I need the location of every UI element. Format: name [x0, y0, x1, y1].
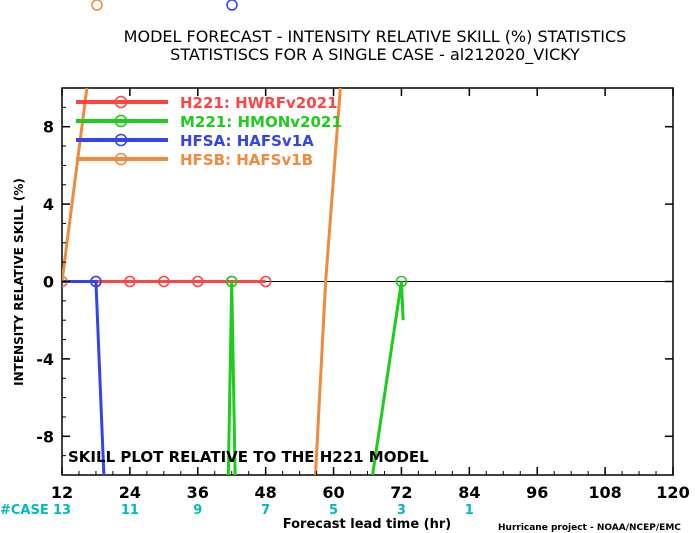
series-line-m221-1	[371, 281, 405, 475]
legend-label: M221: HMONv2021	[180, 113, 342, 131]
series-point-h221	[158, 275, 170, 288]
legend-marker	[114, 114, 128, 128]
legend-marker	[114, 133, 128, 147]
series-line-m221-0	[226, 281, 237, 475]
x-tick-label: 120	[656, 483, 689, 502]
x-tick-label: 12	[51, 483, 73, 502]
series-point-h221	[259, 275, 272, 288]
series-point-h221	[191, 275, 204, 288]
chart-title-line2: STATISTISCS FOR A SINGLE CASE - al212020…	[170, 45, 580, 65]
case-count: 1	[465, 503, 474, 518]
case-count: 7	[261, 503, 270, 518]
x-tick-label: 36	[187, 483, 209, 502]
chart-title-line1: MODEL FORECAST - INTENSITY RELATIVE SKIL…	[124, 27, 627, 46]
series-point-h221	[124, 275, 136, 288]
y-tick-label: 8	[43, 118, 54, 137]
series-point-hfsa	[90, 275, 102, 288]
top-marker	[226, 0, 238, 11]
top-marker	[91, 0, 103, 11]
y-tick-label: -8	[36, 427, 54, 446]
y-tick-label: 4	[43, 195, 54, 214]
x-tick-label: 72	[390, 483, 412, 502]
case-count: 13	[53, 503, 71, 518]
series-line-hfsa-0	[62, 280, 106, 475]
case-label: #CASE	[0, 503, 49, 518]
x-tick-label: 24	[119, 483, 141, 502]
legend-label: HFSB: HAFSv1B	[180, 151, 313, 169]
y-tick-label: 0	[43, 273, 54, 292]
x-axis-label: Forecast lead time (hr)	[283, 517, 451, 532]
y-axis-label: INTENSITY RELATIVE SKILL (%)	[12, 178, 26, 386]
x-tick-label: 84	[458, 483, 480, 502]
x-tick-label: 96	[526, 483, 548, 502]
series-line-hfsb-1	[313, 88, 342, 475]
skill-annotation: SKILL PLOT RELATIVE TO THE H221 MODEL	[68, 448, 429, 466]
case-count: 5	[329, 503, 338, 518]
legend-label: HFSA: HAFSv1A	[180, 132, 314, 150]
series-point-m221	[395, 275, 408, 288]
x-tick-label: 60	[322, 483, 344, 502]
legend-marker	[114, 152, 128, 166]
top-markers	[91, 0, 238, 11]
plot-layer	[62, 88, 673, 475]
legend-label: H221: HWRFv2021	[180, 94, 338, 112]
credit-text: Hurricane project - NOAA/NCEP/EMC	[498, 523, 681, 533]
y-tick-label: -4	[36, 350, 54, 369]
x-tick-label: 108	[588, 483, 621, 502]
case-count: 3	[397, 503, 406, 518]
legend-marker	[114, 95, 128, 109]
x-tick-label: 48	[255, 483, 277, 502]
case-count: 11	[121, 503, 139, 518]
series-point-m221	[225, 275, 238, 288]
case-count: 9	[193, 503, 202, 518]
case-counts: 13 11 9 7 5 3 1	[53, 503, 474, 518]
